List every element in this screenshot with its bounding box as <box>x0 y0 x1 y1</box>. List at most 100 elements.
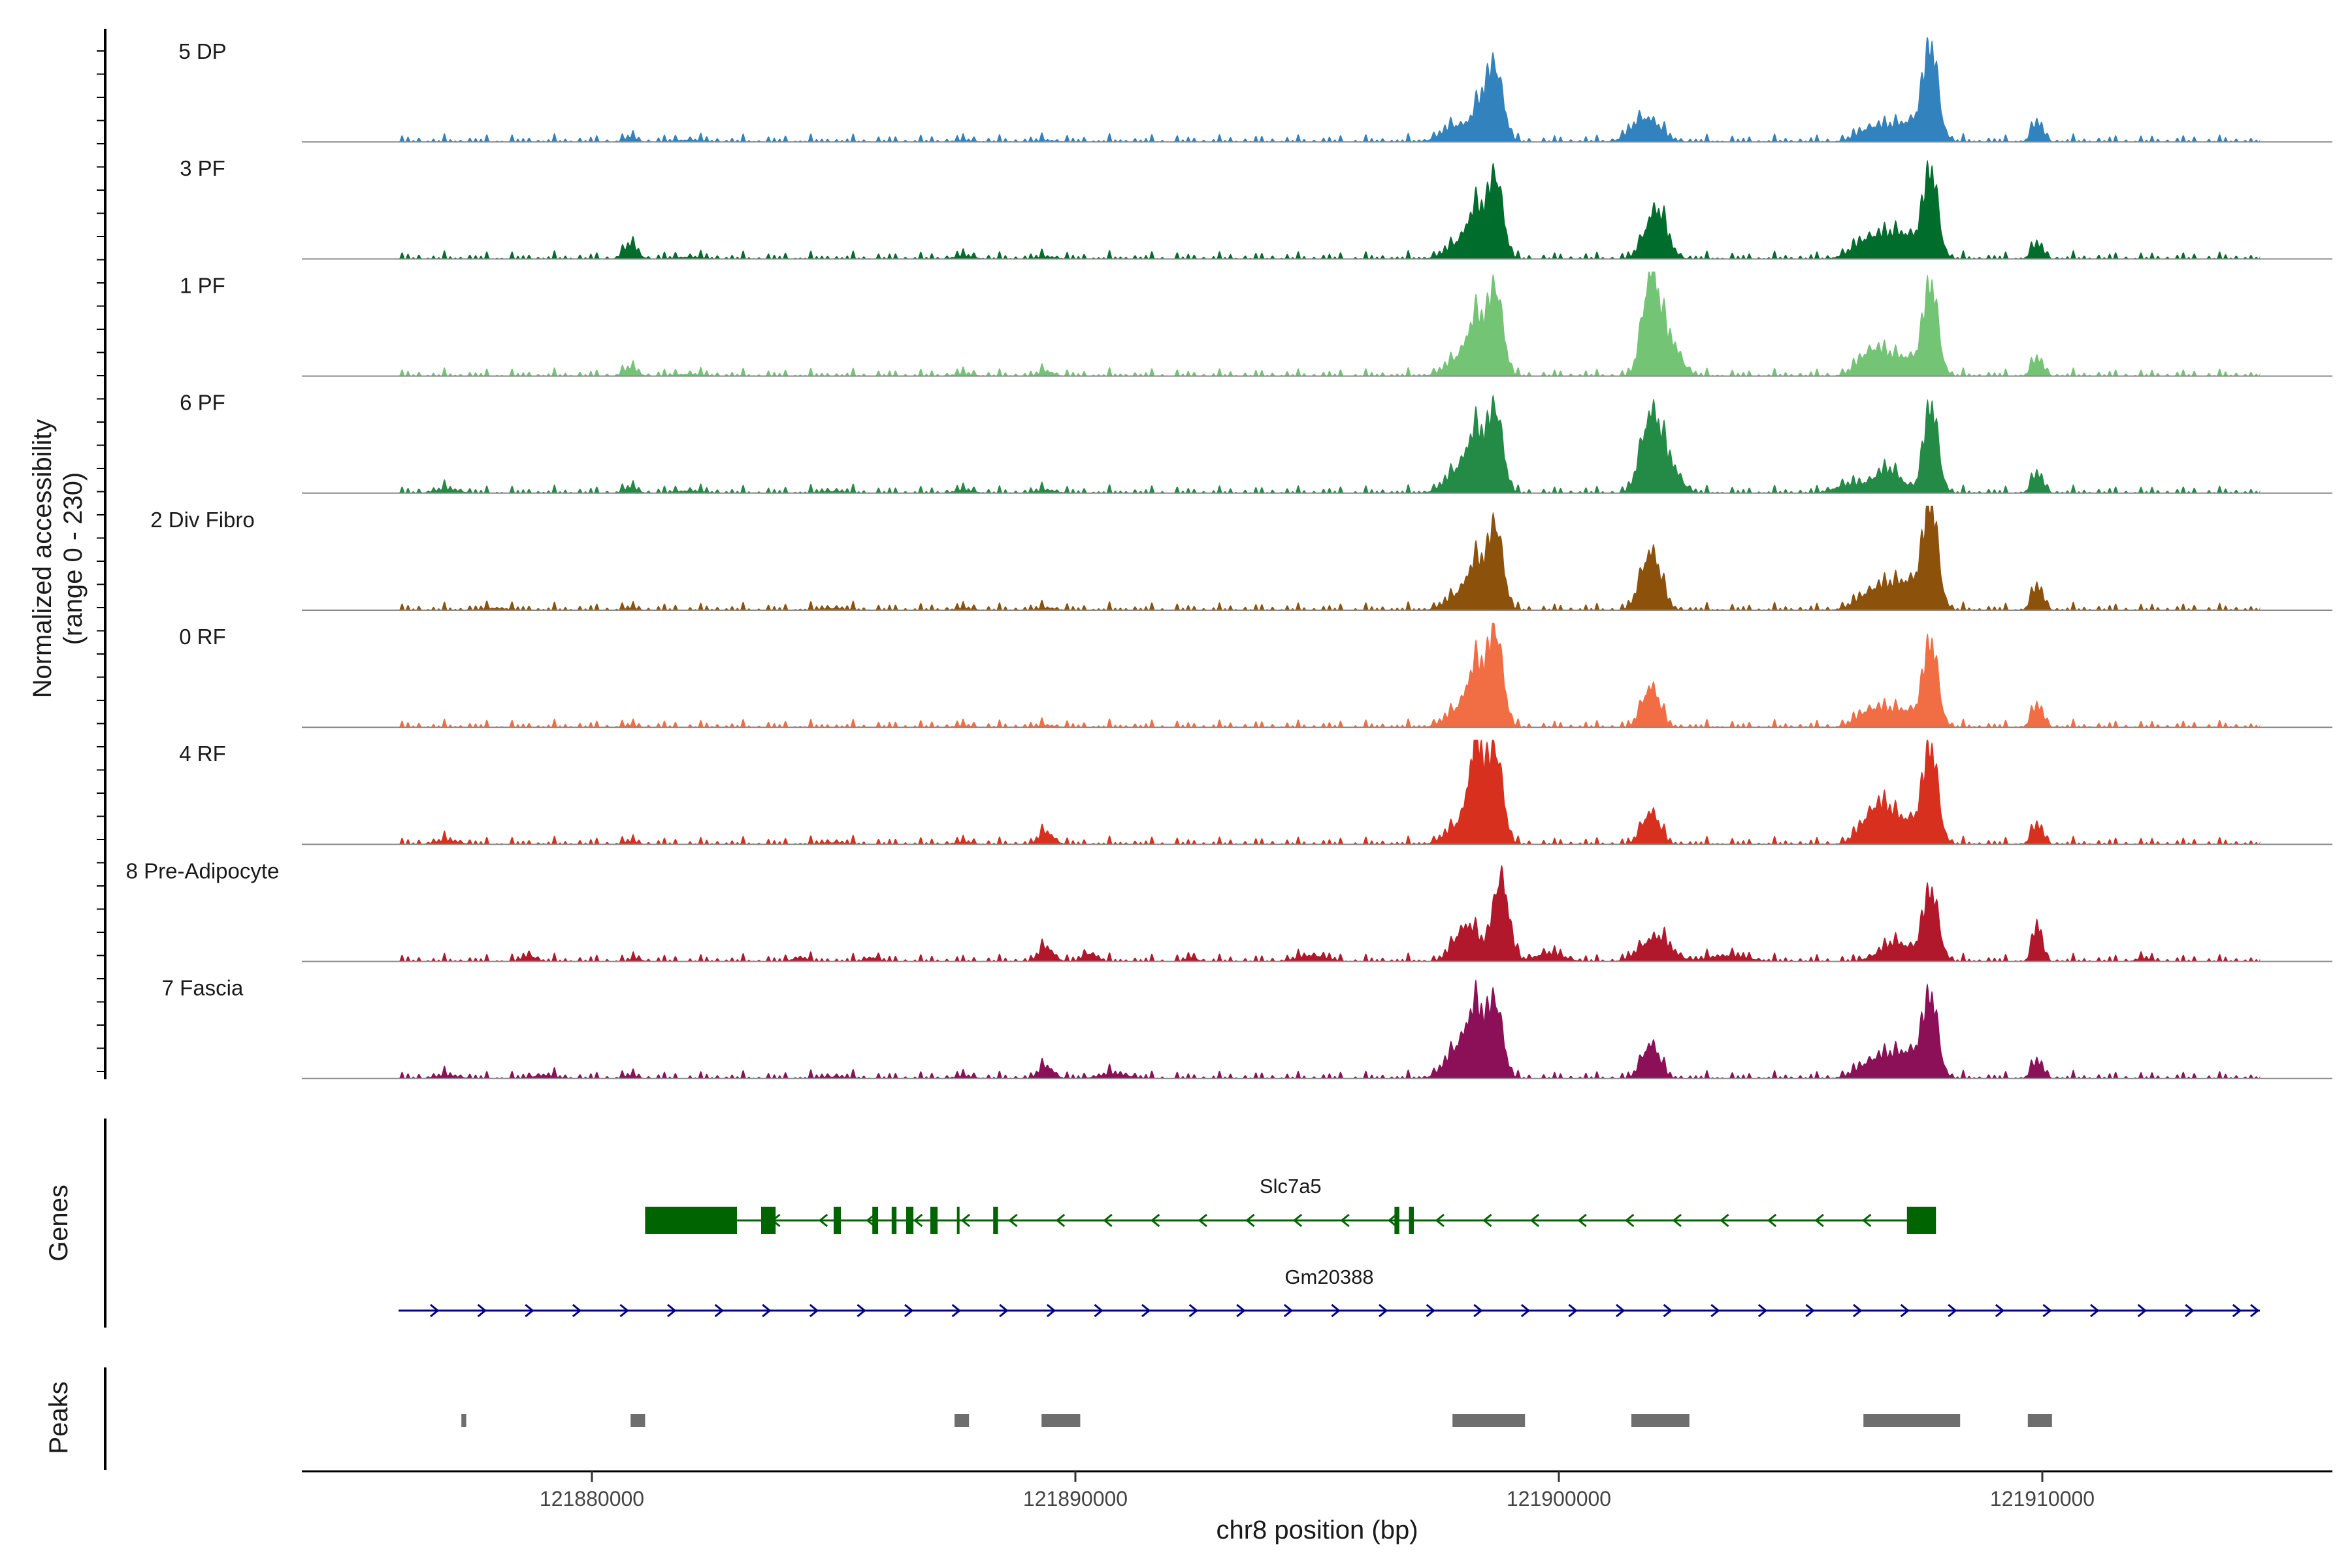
coverage-area <box>399 37 2261 142</box>
coverage-area <box>399 506 2261 610</box>
gene-model: Gm20388 <box>399 1266 2260 1318</box>
strand-arrow <box>1482 1213 1492 1228</box>
strand-arrow <box>1141 1303 1151 1318</box>
track-label: 5 DP <box>178 39 226 63</box>
coverage-track: 4 RF <box>179 740 2332 845</box>
coverage-y-minor-ticks <box>97 50 105 1072</box>
strand-arrow <box>2042 1303 2052 1318</box>
y-axis-range-note: (range 0 - 230) <box>59 472 88 645</box>
gene-model: Slc7a5 <box>645 1175 1936 1234</box>
gene-exon <box>993 1207 998 1234</box>
strand-arrow <box>1046 1303 1056 1318</box>
strand-arrow <box>1995 1303 2005 1318</box>
peak-region <box>955 1414 970 1427</box>
strand-arrow <box>1900 1303 1910 1318</box>
strand-arrow <box>2185 1303 2195 1318</box>
strand-arrow <box>904 1303 914 1318</box>
coverage-area <box>399 979 2261 1079</box>
peak-region <box>1452 1414 1526 1427</box>
strand-arrow <box>1340 1213 1350 1228</box>
strand-arrow <box>525 1303 534 1318</box>
strand-arrow <box>1473 1303 1483 1318</box>
gene-exon <box>1394 1207 1399 1234</box>
x-tick-label: 121890000 <box>1023 1487 1128 1511</box>
gene-exon <box>906 1207 914 1234</box>
strand-arrow <box>1710 1303 1720 1318</box>
gene-label: Gm20388 <box>1284 1266 1373 1288</box>
strand-arrow <box>857 1303 866 1318</box>
strand-arrow <box>1757 1303 1768 1318</box>
strand-arrow <box>619 1303 629 1318</box>
strand-arrow <box>1198 1213 1207 1228</box>
gene-exon <box>834 1207 841 1234</box>
peak-region <box>1863 1414 1961 1427</box>
strand-arrow <box>1094 1303 1103 1318</box>
strand-arrow <box>1529 1213 1540 1228</box>
strand-arrow <box>1568 1303 1578 1318</box>
peaks-panel-label: Peaks <box>44 1381 73 1454</box>
coverage-track: 8 Pre-Adipocyte <box>126 858 2332 962</box>
strand-arrow <box>818 1213 828 1228</box>
strand-arrow <box>477 1303 487 1318</box>
strand-arrow <box>1577 1213 1587 1228</box>
strand-arrow <box>1151 1213 1160 1228</box>
peak-region <box>461 1414 466 1427</box>
peaks-track <box>461 1414 2052 1427</box>
strand-arrow <box>1720 1213 1729 1228</box>
gene-exon <box>891 1207 897 1234</box>
strand-arrow <box>866 1213 875 1228</box>
gene-exon <box>761 1207 776 1234</box>
strand-arrow <box>1625 1213 1635 1228</box>
coverage-track: 0 RF <box>179 623 2332 728</box>
strand-arrow <box>1379 1303 1388 1318</box>
strand-arrow <box>1331 1303 1341 1318</box>
strand-arrow <box>1520 1303 1531 1318</box>
coverage-track: 6 PF <box>180 391 2332 494</box>
axes-layer: Normalized accessibility (range 0 - 230)… <box>28 29 2332 1544</box>
strand-arrow <box>1188 1303 1198 1318</box>
strand-arrow <box>913 1213 923 1228</box>
strand-arrow <box>1435 1213 1445 1228</box>
strand-arrow <box>1103 1213 1113 1228</box>
peak-region <box>1041 1414 1081 1427</box>
strand-arrow <box>1805 1303 1815 1318</box>
gene-exon <box>930 1207 938 1234</box>
gene-exon <box>1409 1207 1414 1234</box>
strand-arrow <box>2137 1303 2147 1318</box>
coverage-track: 5 DP <box>178 37 2332 143</box>
strand-arrow <box>809 1303 819 1318</box>
gene-exon <box>872 1207 879 1234</box>
strand-arrow <box>1245 1213 1255 1228</box>
strand-arrow <box>1008 1213 1018 1228</box>
track-label: 0 RF <box>179 625 226 649</box>
coverage-area <box>399 740 2261 845</box>
strand-arrow <box>2232 1303 2242 1318</box>
track-label: 2 Div Fibro <box>150 508 255 532</box>
strand-arrow <box>2090 1303 2100 1318</box>
strand-arrow <box>1236 1303 1246 1318</box>
strand-arrow <box>1948 1303 1957 1318</box>
strand-arrow <box>762 1303 772 1318</box>
strand-arrow <box>1388 1213 1397 1228</box>
y-axis-title: Normalized accessibility <box>28 419 57 698</box>
coverage-track: 3 PF <box>180 156 2332 260</box>
gene-exon <box>1906 1207 1936 1234</box>
strand-arrow <box>1862 1213 1872 1228</box>
coverage-area <box>399 159 2261 259</box>
track-label: 7 Fascia <box>162 976 244 1000</box>
x-axis-title: chr8 position (bp) <box>1216 1516 1418 1544</box>
peak-region <box>630 1414 645 1427</box>
x-tick-label: 121880000 <box>540 1487 644 1511</box>
gene-exon <box>956 1207 960 1234</box>
genes-track: Slc7a5 Gm20388 <box>399 1175 2260 1318</box>
peak-region <box>1631 1414 1690 1427</box>
strand-arrow <box>1853 1303 1863 1318</box>
track-label: 3 PF <box>180 156 225 180</box>
x-tick-label: 121910000 <box>1990 1487 2095 1511</box>
coverage-track: 7 Fascia <box>162 976 2332 1079</box>
strand-arrow <box>1426 1303 1435 1318</box>
coverage-area <box>399 623 2261 728</box>
strand-arrow <box>1055 1213 1066 1228</box>
track-label: 6 PF <box>180 391 225 415</box>
